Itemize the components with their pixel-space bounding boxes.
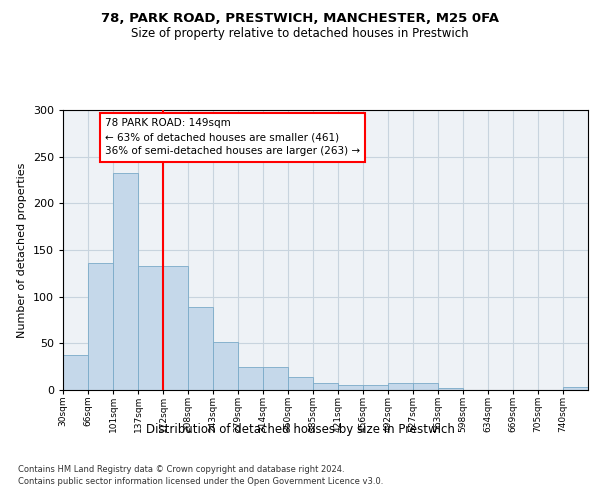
Bar <box>238 366 263 390</box>
Bar <box>563 387 588 390</box>
Bar <box>338 386 363 390</box>
Text: 78 PARK ROAD: 149sqm
← 63% of detached houses are smaller (461)
36% of semi-deta: 78 PARK ROAD: 149sqm ← 63% of detached h… <box>105 118 360 156</box>
Bar <box>388 384 413 390</box>
Bar <box>63 356 88 390</box>
Bar <box>363 386 388 390</box>
Bar <box>113 174 138 390</box>
Text: Distribution of detached houses by size in Prestwich: Distribution of detached houses by size … <box>146 422 454 436</box>
Bar <box>413 384 438 390</box>
Text: Contains HM Land Registry data © Crown copyright and database right 2024.: Contains HM Land Registry data © Crown c… <box>18 465 344 474</box>
Y-axis label: Number of detached properties: Number of detached properties <box>17 162 27 338</box>
Text: Size of property relative to detached houses in Prestwich: Size of property relative to detached ho… <box>131 28 469 40</box>
Bar <box>288 377 313 390</box>
Text: 78, PARK ROAD, PRESTWICH, MANCHESTER, M25 0FA: 78, PARK ROAD, PRESTWICH, MANCHESTER, M2… <box>101 12 499 26</box>
Bar <box>188 307 213 390</box>
Bar <box>313 384 338 390</box>
Text: Contains public sector information licensed under the Open Government Licence v3: Contains public sector information licen… <box>18 478 383 486</box>
Bar <box>213 342 238 390</box>
Bar <box>163 266 188 390</box>
Bar <box>138 266 163 390</box>
Bar <box>263 366 288 390</box>
Bar <box>438 388 463 390</box>
Bar <box>88 263 113 390</box>
